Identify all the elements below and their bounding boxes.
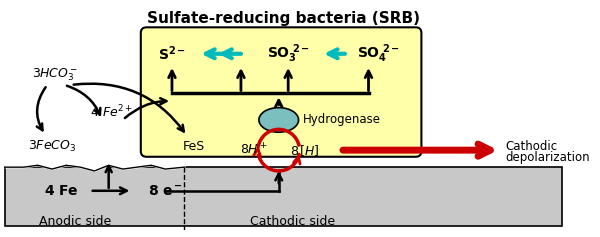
Text: $\mathbf{4\ Fe}$: $\mathbf{4\ Fe}$: [44, 184, 79, 198]
Text: Cathodic side: Cathodic side: [250, 215, 335, 228]
Text: Hydrogenase: Hydrogenase: [304, 114, 382, 126]
Ellipse shape: [259, 108, 299, 132]
Bar: [5, 167, 562, 226]
Text: $\mathbf{8\ e^-}$: $\mathbf{8\ e^-}$: [148, 184, 183, 198]
Text: $8H^+$: $8H^+$: [240, 142, 268, 158]
Text: $8\,[H]$: $8\,[H]$: [290, 143, 320, 158]
Text: $\mathbf{SO_4^{\ 2-}}$: $\mathbf{SO_4^{\ 2-}}$: [356, 42, 400, 65]
Text: $4\ Fe^{2+}$: $4\ Fe^{2+}$: [90, 104, 133, 121]
Text: $3HCO_3^-$: $3HCO_3^-$: [32, 66, 78, 83]
Text: FeS: FeS: [182, 140, 205, 153]
FancyBboxPatch shape: [141, 27, 421, 157]
Text: $\mathbf{S^{2-}}$: $\mathbf{S^{2-}}$: [158, 45, 186, 63]
Text: $3FeCO_3$: $3FeCO_3$: [28, 139, 77, 154]
Text: depolarization: depolarization: [506, 151, 590, 164]
Text: Anodic side: Anodic side: [40, 215, 112, 228]
Text: $\mathbf{SO_3^{\ 2-}}$: $\mathbf{SO_3^{\ 2-}}$: [267, 42, 310, 65]
Text: Cathodic: Cathodic: [506, 140, 557, 153]
Text: Sulfate-reducing bacteria (SRB): Sulfate-reducing bacteria (SRB): [147, 11, 420, 26]
